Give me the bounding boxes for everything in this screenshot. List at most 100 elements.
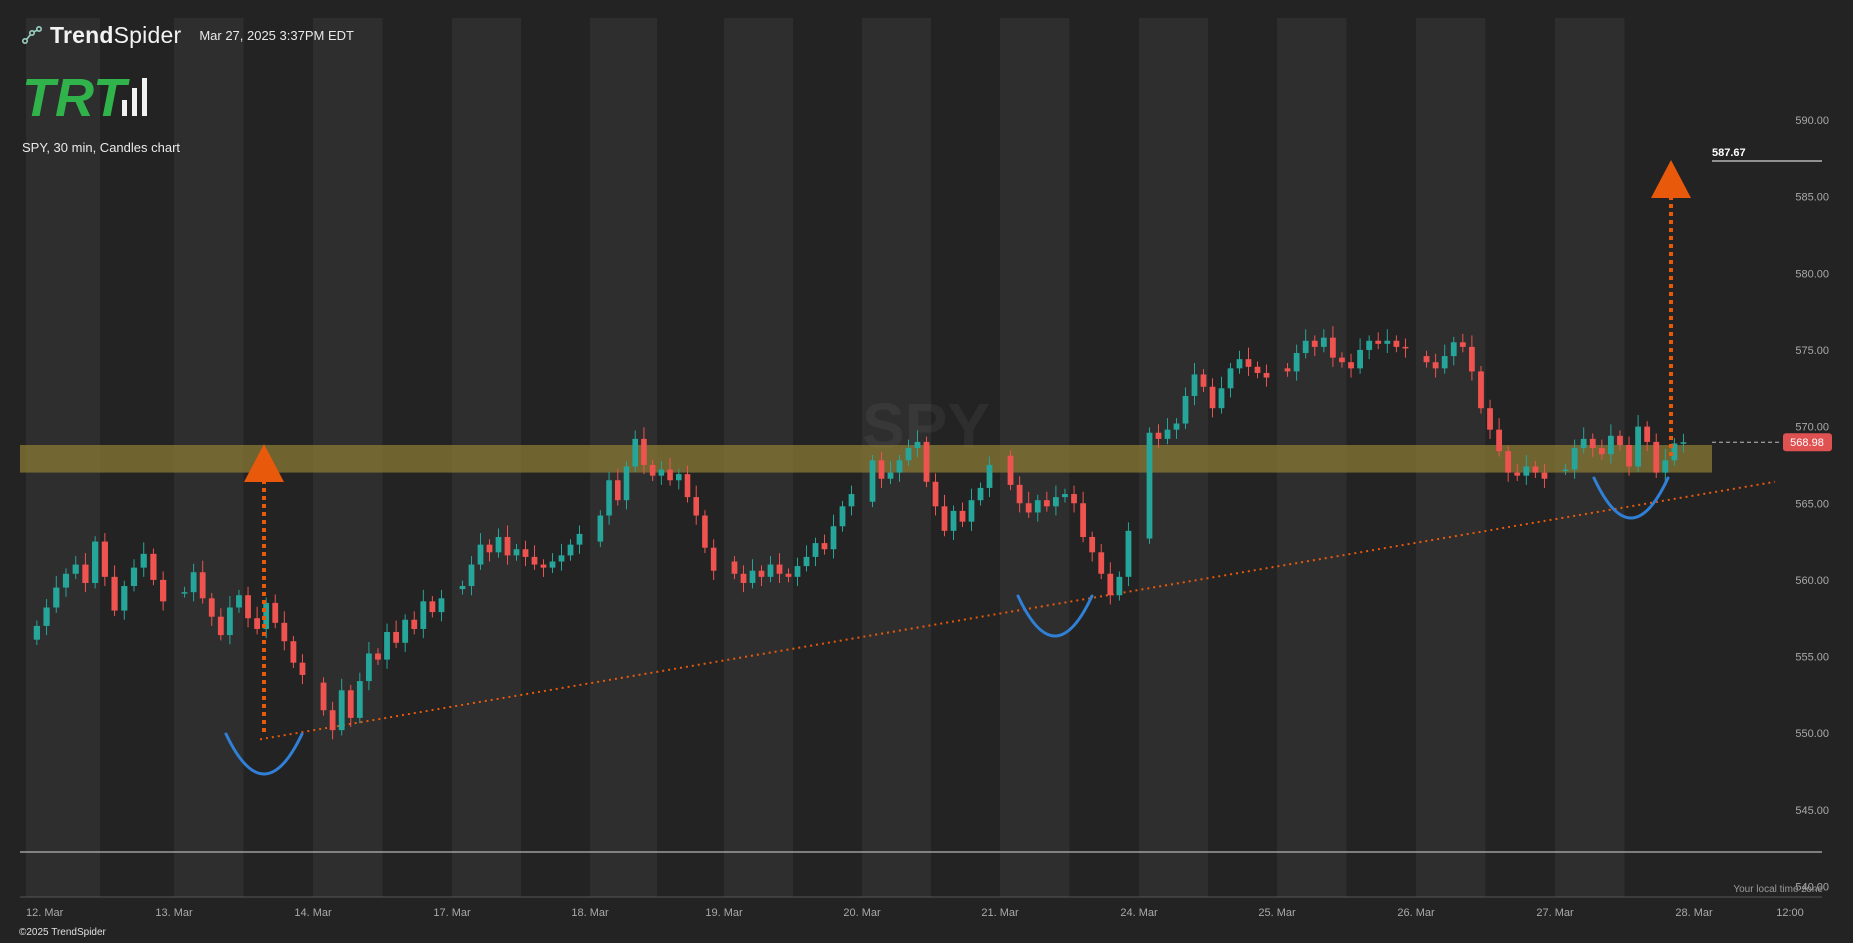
candle-body — [1450, 342, 1457, 357]
cup-pattern-arcs — [224, 476, 1670, 776]
candle-body — [1089, 536, 1096, 553]
arrow-head — [1651, 160, 1691, 198]
candle-body — [1607, 435, 1614, 455]
y-tick-label: 545.00 — [1795, 805, 1829, 817]
cup-arc — [1016, 594, 1094, 638]
candle-body — [623, 466, 630, 501]
candle-body — [72, 564, 79, 574]
candle-body — [226, 607, 233, 636]
candle-body — [606, 480, 612, 516]
candle-body — [1107, 573, 1114, 596]
candle-body — [101, 541, 108, 577]
candle-body — [522, 549, 529, 557]
candle-body — [1598, 448, 1605, 455]
logo-text: TRT — [22, 68, 130, 122]
candle-body — [702, 515, 708, 548]
candle-body — [1432, 362, 1439, 369]
y-tick-label: 555.00 — [1795, 652, 1829, 664]
candle-body — [986, 464, 993, 488]
y-tick-label: 575.00 — [1795, 345, 1829, 357]
x-tick-label: 19. Mar — [705, 907, 743, 919]
candle-body — [438, 598, 445, 613]
logo-bars-icon — [122, 78, 147, 116]
candle-body — [160, 579, 167, 602]
brand-header: TrendSpider Mar 27, 2025 3:37PM EDT — [20, 22, 354, 49]
chart-description: SPY, 30 min, Candles chart — [22, 140, 181, 155]
candle-body — [649, 464, 656, 476]
candle-body — [199, 572, 206, 599]
candle-body — [365, 653, 372, 682]
x-tick-label: 13. Mar — [155, 907, 193, 919]
candle-body — [758, 570, 765, 577]
candle-body — [459, 586, 466, 590]
trendspider-logo-icon — [21, 25, 42, 44]
candle-body — [1007, 455, 1014, 485]
candle-body — [1514, 472, 1521, 476]
candle-body — [1043, 500, 1050, 507]
candle-body — [959, 510, 966, 522]
x-axis: 12. Mar 13. Mar 14. Mar 17. Mar 18. Mar 19. M… — [26, 907, 1804, 919]
candle-body — [393, 632, 400, 643]
x-tick-label: 27. Mar — [1536, 907, 1574, 919]
y-tick-label: 560.00 — [1795, 575, 1829, 587]
candle-body — [1617, 435, 1623, 445]
y-tick-label: 550.00 — [1795, 728, 1829, 740]
trendline — [259, 480, 1776, 741]
candle-body — [941, 506, 948, 531]
candle-body — [1644, 426, 1651, 442]
candle-body — [632, 438, 639, 467]
candle-body — [477, 544, 484, 565]
candle-body — [92, 541, 99, 583]
candle-body — [429, 601, 436, 613]
resistance-zone-band — [20, 444, 1712, 473]
candle-body — [830, 526, 837, 550]
candle-body — [1384, 340, 1391, 344]
y-axis: 590.00 585.00 580.00 575.00 570.00 565.00 560.… — [1795, 115, 1829, 894]
candle-body — [1080, 503, 1087, 537]
candle-body — [658, 469, 665, 476]
candle-body — [217, 616, 224, 636]
last-price-label: 568.98 — [1790, 437, 1824, 449]
candle-body — [1254, 366, 1261, 373]
candle-body — [347, 690, 354, 718]
candle-body — [1505, 451, 1512, 473]
price-tags: 568.98 587.67 — [1712, 147, 1832, 452]
x-tick-label: 18. Mar — [571, 907, 609, 919]
candle-body — [245, 595, 251, 619]
candle-body — [1571, 448, 1578, 470]
candle-body — [923, 441, 930, 482]
candle-body — [236, 595, 242, 608]
candle-body — [684, 474, 691, 498]
candle-body — [1562, 469, 1569, 472]
candle-body — [950, 510, 957, 531]
candle-body — [803, 556, 810, 567]
x-tick-label: 12. Mar — [26, 907, 64, 919]
candle-body — [43, 607, 50, 626]
candle-body — [504, 536, 511, 556]
candle-body — [675, 474, 682, 481]
candle-body — [338, 690, 345, 731]
candle-body — [299, 662, 306, 675]
candle-body — [420, 601, 427, 629]
y-tick-label: 540.00 — [1795, 882, 1829, 894]
candle-body — [1146, 432, 1153, 539]
candle-body — [540, 564, 547, 568]
candle-body — [1393, 340, 1400, 347]
last-price-badge — [1783, 433, 1832, 452]
x-tick-label: 17. Mar — [433, 907, 471, 919]
candle-body — [848, 494, 855, 507]
candle-body — [1339, 357, 1345, 363]
candle-body — [1016, 484, 1023, 504]
candle-body — [1662, 460, 1669, 473]
candle-body — [776, 564, 783, 574]
x-tick-label: 25. Mar — [1258, 907, 1296, 919]
candle-body — [558, 555, 565, 562]
candle-body — [486, 544, 493, 553]
candle-body — [740, 573, 747, 583]
candle-body — [1209, 386, 1216, 409]
candle-body — [1236, 359, 1243, 369]
x-tick-label: 21. Mar — [981, 907, 1019, 919]
candle-body — [576, 533, 583, 545]
y-tick-label: 590.00 — [1795, 115, 1829, 127]
